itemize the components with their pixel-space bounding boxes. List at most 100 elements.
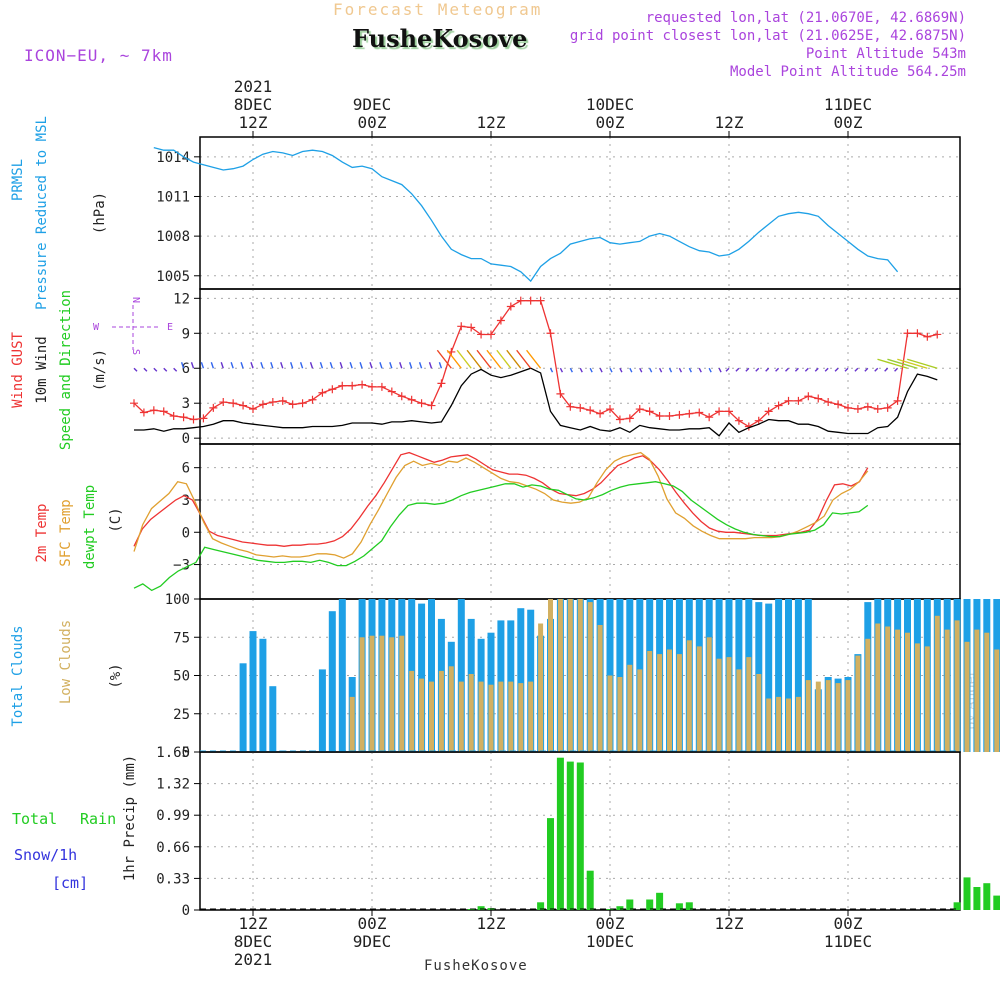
ytick-label-temp: 0: [182, 525, 190, 541]
wind-arrow: [190, 362, 195, 369]
wind-arrow: [907, 358, 938, 369]
low-cloud-bar: [597, 625, 603, 752]
low-cloud-bar: [875, 623, 881, 752]
wind-arrow: [755, 367, 760, 372]
low-cloud-bar: [954, 620, 960, 752]
axis-label-clouds: Low Clouds: [58, 620, 74, 704]
gust-marker: [784, 396, 793, 405]
top-year-label: 2021: [234, 77, 273, 96]
gust-marker: [665, 412, 674, 421]
total-cloud-bar: [775, 599, 783, 752]
compass-n: N: [130, 297, 141, 303]
gust-marker: [754, 416, 763, 425]
low-cloud-bar: [458, 681, 464, 752]
precip-bar: [646, 899, 654, 910]
low-cloud-bar: [855, 655, 861, 752]
wind-arrow: [153, 367, 158, 372]
ytick-label-wind: 3: [182, 396, 190, 412]
gust-marker: [844, 403, 852, 412]
series-line-temp-2: [133, 481, 869, 592]
top-date-label: 10DEC: [586, 95, 634, 114]
low-cloud-bar: [478, 681, 484, 752]
ytick-label-clouds: 25: [173, 707, 190, 723]
ytick-label-precip: 0.66: [156, 840, 190, 856]
gust-marker: [407, 395, 416, 404]
wind-arrow: [446, 349, 462, 369]
low-cloud-bar: [924, 646, 930, 752]
gust-marker: [278, 396, 287, 405]
ytick-label-wind: 12: [173, 291, 190, 307]
low-cloud-bar: [379, 635, 385, 752]
low-cloud-bar: [438, 670, 444, 752]
bottom-date-label: 10DEC: [586, 932, 634, 951]
low-cloud-bar: [528, 681, 534, 752]
wind-arrow: [180, 362, 185, 369]
bottom-year-label: 2021: [234, 950, 273, 969]
gust-marker: [139, 408, 148, 417]
wind-arrow: [309, 362, 314, 369]
gust-marker: [893, 396, 902, 405]
low-cloud-bar: [637, 669, 643, 752]
gust-marker: [149, 406, 158, 415]
ytick-label-wind: 9: [182, 326, 190, 342]
low-cloud-bar: [895, 629, 901, 752]
ytick-label-pressure: 1011: [156, 189, 190, 205]
low-cloud-bar: [756, 674, 762, 752]
low-cloud-bar: [696, 646, 702, 752]
gust-marker: [655, 412, 664, 421]
low-cloud-bar: [647, 651, 653, 752]
gust-marker: [318, 388, 327, 397]
gust-marker: [387, 387, 396, 396]
gust-marker: [258, 400, 267, 409]
gust-marker: [546, 329, 555, 338]
gust-marker: [268, 398, 277, 407]
wind-arrow: [887, 358, 918, 369]
wind-arrow: [698, 367, 702, 373]
top-hour-label: 12Z: [477, 113, 506, 132]
total-cloud-bar: [794, 599, 802, 752]
compass-w: W: [93, 322, 100, 333]
precip-bar: [993, 895, 1000, 910]
axis-label-temp: 2m Temp: [34, 503, 50, 562]
low-cloud-bar: [914, 643, 920, 752]
bottom-date-label: 8DEC: [234, 932, 273, 951]
gust-marker: [159, 407, 168, 416]
gust-marker: [606, 405, 614, 414]
wind-arrow: [884, 367, 889, 372]
low-cloud-bar: [746, 657, 752, 752]
total-cloud-bar: [765, 603, 773, 752]
wind-arrow: [834, 367, 839, 372]
wind-arrow: [173, 367, 178, 372]
wind-arrow: [765, 367, 770, 372]
low-cloud-bar: [359, 637, 365, 753]
wind-arrow: [339, 362, 343, 369]
gust-marker: [774, 401, 783, 410]
wind-arrow: [874, 367, 879, 372]
wind-arrow: [639, 367, 643, 373]
precip-bar: [556, 757, 564, 910]
wind-arrow: [399, 362, 403, 369]
wind-arrow: [319, 362, 324, 369]
wind-arrow: [438, 362, 443, 369]
axis-label-precip: 1hr Precip (mm): [122, 755, 138, 881]
gust-marker: [467, 323, 476, 332]
axis-label-pressure: Pressure Reduced to MSL: [34, 116, 50, 310]
low-cloud-bar: [518, 683, 524, 752]
bottom-hour-label: 00Z: [834, 914, 863, 933]
top-hour-label: 00Z: [834, 113, 863, 132]
gust-marker: [536, 296, 545, 305]
low-cloud-bar: [577, 599, 583, 752]
low-cloud-bar: [607, 675, 613, 752]
total-cloud-bar: [517, 608, 525, 752]
ytick-label-precip: 0.99: [156, 808, 190, 824]
wind-arrow: [240, 362, 244, 369]
series-line-wind-0: [133, 300, 938, 428]
bottom-hour-label: 12Z: [715, 914, 744, 933]
bottom-date-label: 11DEC: [824, 932, 872, 951]
gust-marker: [824, 398, 833, 407]
low-cloud-bar: [686, 640, 692, 752]
low-cloud-bar: [657, 654, 663, 752]
axis-label-wind: (m/s): [92, 349, 108, 391]
series-line-wind-1: [134, 367, 938, 437]
precip-bar: [566, 761, 574, 910]
